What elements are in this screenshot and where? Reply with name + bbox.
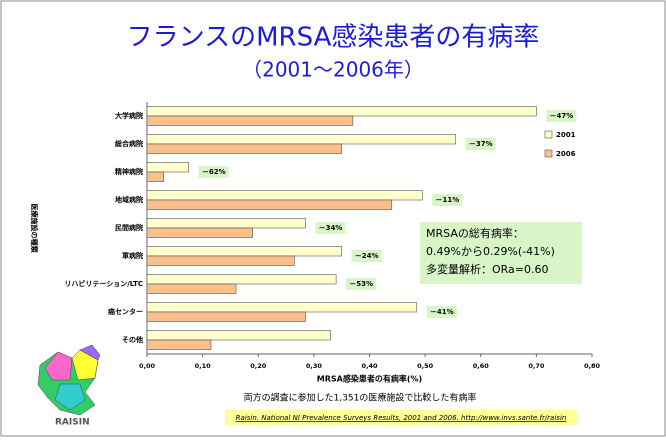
y-tick-label: 民間病院 xyxy=(115,223,143,232)
legend-swatch xyxy=(544,130,553,139)
y-axis-label: 医療施設の種類 xyxy=(30,204,39,254)
annotation: －11% xyxy=(435,196,459,204)
info-line: MRSAの総有病率： xyxy=(426,226,524,240)
bar xyxy=(146,143,342,154)
info-line: 多変量解析：ORa=0.60 xyxy=(426,262,549,276)
x-tick-label: 0,40 xyxy=(361,362,378,370)
info-box xyxy=(420,222,582,284)
legend-swatch xyxy=(544,149,553,158)
y-tick-label: 大学病院 xyxy=(115,111,143,120)
bar xyxy=(146,190,423,201)
info-line: 0.49%から0.29%(-41%) xyxy=(426,245,555,258)
x-tick-label: 0,60 xyxy=(473,362,490,370)
x-tick-label: 0,20 xyxy=(250,362,267,370)
map-region xyxy=(54,383,86,411)
map-region xyxy=(44,351,73,381)
bar xyxy=(146,311,306,322)
map: RAISIN xyxy=(37,344,101,428)
x-tick-label: 0,70 xyxy=(528,362,545,370)
x-tick-label: 0,10 xyxy=(195,362,212,370)
annotation-box xyxy=(546,110,577,122)
bar xyxy=(146,162,190,173)
map-region xyxy=(71,349,99,381)
x-tick-label: 0,30 xyxy=(306,362,323,370)
bar xyxy=(146,171,164,182)
x-tick-label: 0,00 xyxy=(139,362,156,370)
annotation: －41% xyxy=(430,308,454,316)
annotation-box xyxy=(346,278,377,290)
annotation-box xyxy=(432,194,463,206)
source-box xyxy=(225,410,577,425)
annotation-box xyxy=(351,250,382,262)
annotation-box xyxy=(465,138,496,150)
bar xyxy=(146,283,237,294)
y-tick-label: 総合病院 xyxy=(115,139,143,148)
x-tick-label: 0,50 xyxy=(417,362,434,370)
bar xyxy=(146,246,342,257)
annotation: －37% xyxy=(469,140,493,148)
bar xyxy=(146,302,418,313)
annotation: －24% xyxy=(355,252,379,260)
bar xyxy=(146,330,331,341)
x-axis-label: MRSA感染患者の有病率(%) xyxy=(317,374,422,384)
annotation: －34% xyxy=(319,224,343,232)
y-tick-label: 地域病院 xyxy=(115,195,143,204)
title: フランスのMRSA感染患者の有病率 xyxy=(127,23,540,53)
y-tick-label: 軍病院 xyxy=(122,251,143,260)
subtitle: （2001～2006年） xyxy=(242,58,424,82)
bar xyxy=(146,218,306,229)
map-region xyxy=(79,344,101,361)
x-tick-label: 0,80 xyxy=(584,362,601,370)
caption: 両方の調査に参加した1,351の医療施設で比較した有病率 xyxy=(244,392,477,404)
bar xyxy=(146,115,354,126)
annotation-box xyxy=(198,166,229,178)
annotation-box xyxy=(315,222,346,234)
bar xyxy=(146,227,253,238)
y-tick-label: 癌センター xyxy=(108,307,143,316)
y-tick-label: 精神病院 xyxy=(115,167,143,176)
y-tick-label: その他 xyxy=(122,335,143,344)
bar xyxy=(146,199,393,210)
annotation: －53% xyxy=(349,280,373,288)
legend-label: 2006 xyxy=(556,150,576,158)
annotation-box xyxy=(426,306,457,318)
logo: RAISIN xyxy=(55,418,90,428)
bar xyxy=(146,134,457,145)
bar xyxy=(146,255,295,266)
bar xyxy=(146,106,537,117)
annotation: －47% xyxy=(549,112,573,120)
bar xyxy=(146,274,337,285)
annotation: －62% xyxy=(202,168,226,176)
source: Raisin. National NI Prevalence Surveys R… xyxy=(236,414,567,422)
bar xyxy=(146,339,212,350)
y-tick-label: リハビリテーション/LTC xyxy=(64,279,143,288)
legend-label: 2001 xyxy=(556,131,576,139)
